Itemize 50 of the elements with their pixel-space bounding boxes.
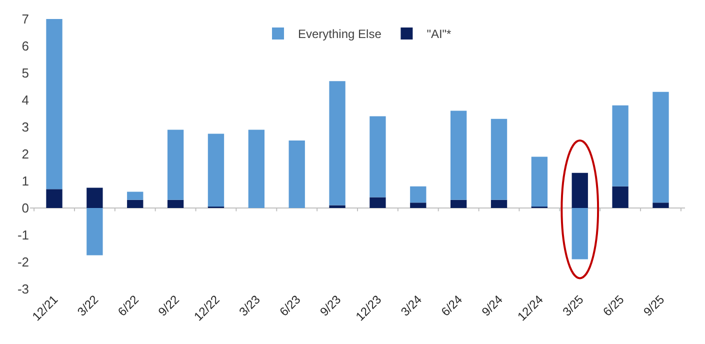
bar xyxy=(86,188,103,208)
bar xyxy=(86,208,103,256)
y-tick-label: 5 xyxy=(22,66,29,81)
bar xyxy=(490,118,508,200)
y-tick-label: -2 xyxy=(17,254,29,270)
bar xyxy=(127,192,144,200)
y-tick-label: 4 xyxy=(22,92,29,108)
legend-label: Everything Else xyxy=(298,27,382,42)
y-tick-label: -1 xyxy=(17,228,29,243)
bar xyxy=(410,186,426,203)
x-tick-label: 3/22 xyxy=(74,292,102,319)
x-tick-label: 3/24 xyxy=(398,292,425,319)
bar xyxy=(46,19,62,190)
x-tick-label: 6/22 xyxy=(115,292,142,319)
bar xyxy=(46,189,62,208)
bar xyxy=(167,200,184,208)
legend-label: "AI"* xyxy=(426,27,452,42)
y-tick-label: 7 xyxy=(22,12,29,27)
bar xyxy=(531,156,548,207)
bar xyxy=(450,200,467,208)
y-tick-label: 6 xyxy=(22,38,29,54)
x-tick-label: 9/24 xyxy=(478,292,506,319)
y-tick-label: 2 xyxy=(22,146,29,162)
bar xyxy=(288,140,305,208)
bar xyxy=(450,110,467,200)
bar xyxy=(490,200,508,208)
bar xyxy=(652,92,669,203)
bar xyxy=(329,205,346,208)
bar xyxy=(410,202,426,208)
bar xyxy=(612,105,628,186)
bar xyxy=(572,172,588,208)
y-tick-label: 1 xyxy=(22,174,29,189)
bar xyxy=(208,134,224,207)
y-tick-label: 3 xyxy=(22,120,29,135)
x-tick-label: 6/24 xyxy=(438,292,466,319)
x-tick-label: 9/23 xyxy=(317,292,344,319)
x-tick-label: 9/22 xyxy=(156,292,182,319)
bar xyxy=(248,130,265,208)
bar xyxy=(370,116,386,198)
x-tick-label: 6/23 xyxy=(276,292,304,319)
y-tick-label: -3 xyxy=(17,282,29,297)
bar xyxy=(572,208,588,260)
x-tick-label: 3/23 xyxy=(236,292,264,319)
bar xyxy=(329,81,346,206)
bar xyxy=(370,197,386,208)
y-tick-label: 0 xyxy=(22,200,29,216)
bar xyxy=(127,200,144,208)
bar xyxy=(612,186,628,208)
bar xyxy=(652,202,669,208)
bar xyxy=(167,130,184,200)
